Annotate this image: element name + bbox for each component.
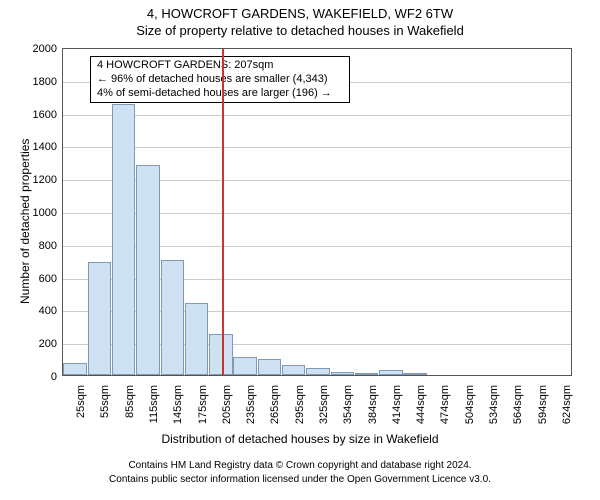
- y-tick-label: 600: [39, 273, 57, 285]
- bar: [161, 260, 184, 375]
- x-tick-label: 175sqm: [197, 385, 209, 424]
- x-tick-label: 504sqm: [464, 385, 476, 424]
- bar: [403, 373, 426, 375]
- x-tick-label: 55sqm: [99, 385, 111, 418]
- chart-title-address: 4, HOWCROFT GARDENS, WAKEFIELD, WF2 6TW: [0, 6, 600, 21]
- x-tick-label: 235sqm: [245, 385, 257, 424]
- x-tick-label: 295sqm: [294, 385, 306, 424]
- x-tick-label: 25sqm: [75, 385, 87, 418]
- y-tick-label: 1800: [33, 76, 57, 88]
- x-tick-label: 325sqm: [318, 385, 330, 424]
- y-tick-label: 1200: [33, 174, 57, 186]
- bar: [282, 365, 305, 375]
- y-tick-label: 2000: [33, 43, 57, 55]
- property-size-chart: 4, HOWCROFT GARDENS, WAKEFIELD, WF2 6TW …: [0, 0, 600, 500]
- annotation-line-3: 4% of semi-detached houses are larger (1…: [97, 87, 343, 101]
- bar: [88, 262, 111, 375]
- x-tick-label: 85sqm: [124, 385, 136, 418]
- bar: [306, 368, 329, 375]
- bar: [63, 363, 86, 375]
- x-tick-label: 534sqm: [488, 385, 500, 424]
- x-tick-label: 354sqm: [342, 385, 354, 424]
- x-tick-label: 444sqm: [415, 385, 427, 424]
- x-tick-label: 564sqm: [512, 385, 524, 424]
- footer-copyright-1: Contains HM Land Registry data © Crown c…: [0, 460, 600, 471]
- y-tick-label: 1400: [33, 141, 57, 153]
- property-marker-line: [222, 49, 224, 375]
- x-tick-label: 145sqm: [172, 385, 184, 424]
- x-tick-label: 384sqm: [367, 385, 379, 424]
- x-tick-label: 594sqm: [537, 385, 549, 424]
- bar: [112, 104, 135, 375]
- y-tick-label: 1000: [33, 207, 57, 219]
- x-tick-label: 474sqm: [439, 385, 451, 424]
- y-tick-label: 1600: [33, 109, 57, 121]
- x-tick-label: 265sqm: [269, 385, 281, 424]
- x-tick-label: 414sqm: [391, 385, 403, 424]
- x-tick-label: 115sqm: [148, 385, 160, 423]
- bar: [258, 359, 281, 375]
- bar: [209, 334, 232, 375]
- y-axis-label: Number of detached properties: [18, 138, 32, 303]
- y-tick-label: 400: [39, 305, 57, 317]
- footer-copyright-2: Contains public sector information licen…: [0, 474, 600, 485]
- annotation-box: 4 HOWCROFT GARDENS: 207sqm ← 96% of deta…: [90, 56, 350, 103]
- bar: [379, 370, 402, 375]
- chart-subtitle: Size of property relative to detached ho…: [0, 23, 600, 38]
- y-tick-label: 0: [51, 371, 57, 383]
- x-tick-label: 624sqm: [561, 385, 573, 424]
- x-axis-label: Distribution of detached houses by size …: [0, 432, 600, 446]
- y-tick-label: 200: [39, 338, 57, 350]
- gridline: [63, 115, 571, 116]
- x-tick-label: 205sqm: [221, 385, 233, 424]
- bar: [185, 303, 208, 375]
- y-tick-label: 800: [39, 240, 57, 252]
- bar: [331, 372, 354, 375]
- annotation-line-1: 4 HOWCROFT GARDENS: 207sqm: [97, 59, 343, 73]
- bar: [136, 165, 159, 375]
- annotation-line-2: ← 96% of detached houses are smaller (4,…: [97, 73, 343, 87]
- gridline: [63, 147, 571, 148]
- bar: [233, 357, 256, 375]
- bar: [355, 373, 378, 375]
